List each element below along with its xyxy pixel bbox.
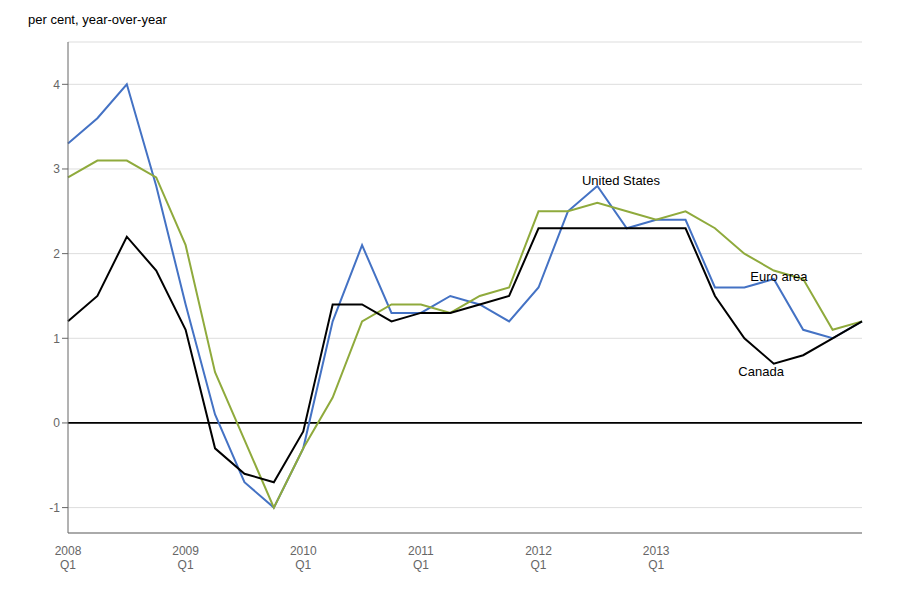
svg-text:2012Q1: 2012Q1 <box>525 544 552 572</box>
svg-text:2: 2 <box>53 247 60 261</box>
svg-text:2013Q1: 2013Q1 <box>643 544 670 572</box>
svg-text:Euro area: Euro area <box>750 269 808 284</box>
svg-text:2008Q1: 2008Q1 <box>55 544 82 572</box>
svg-text:0: 0 <box>53 416 60 430</box>
svg-text:3: 3 <box>53 162 60 176</box>
svg-text:2009Q1: 2009Q1 <box>172 544 199 572</box>
html-text:per cent, year-over-year: per cent, year-over-year <box>28 12 167 27</box>
svg-text:2011Q1: 2011Q1 <box>408 544 434 572</box>
svg-text:1: 1 <box>53 332 60 346</box>
svg-text:Canada: Canada <box>738 364 784 379</box>
svg-text:-1: -1 <box>49 501 60 515</box>
svg-text:4: 4 <box>53 78 60 92</box>
svg-text:2010Q1: 2010Q1 <box>290 544 317 572</box>
svg-text:United States: United States <box>582 173 661 188</box>
